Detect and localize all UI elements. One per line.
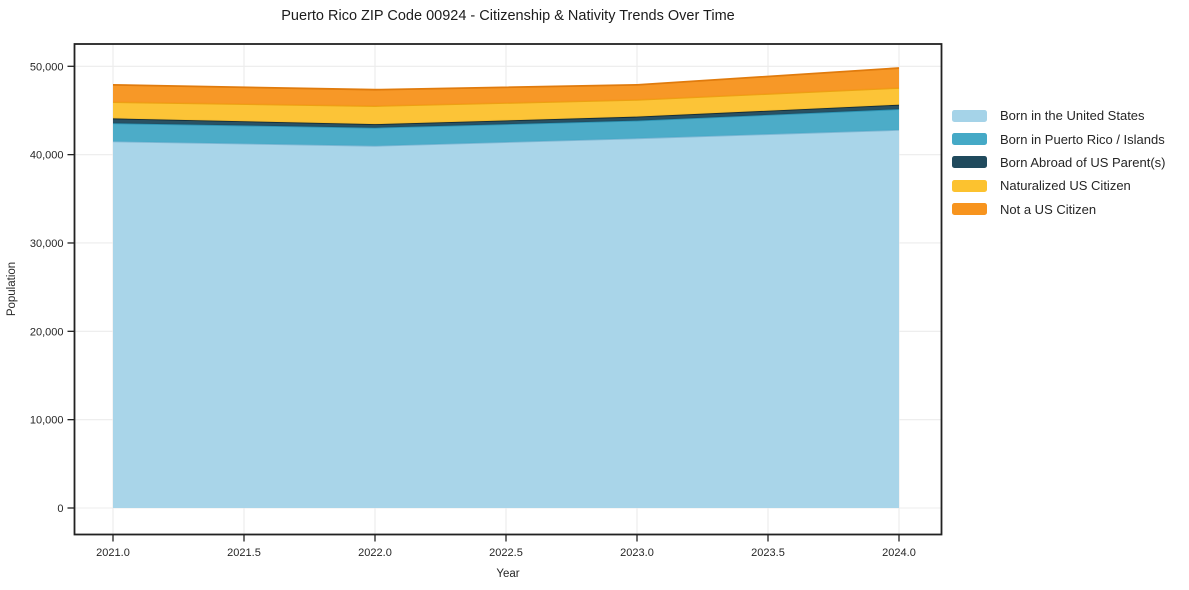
y-tick-label: 30,000 xyxy=(30,238,64,250)
y-tick-label: 10,000 xyxy=(30,415,64,427)
y-tick-label: 50,000 xyxy=(30,61,64,73)
area-born-in-the-united-states xyxy=(113,129,899,509)
x-tick-label: 2023.0 xyxy=(620,547,654,559)
x-tick-label: 2022.0 xyxy=(358,547,392,559)
legend-item-not-a-us-citizen: Not a US Citizen xyxy=(952,198,1165,221)
x-axis-label: Year xyxy=(496,568,519,580)
edge-not-a-us-citizen xyxy=(112,67,900,91)
y-axis-label: Population xyxy=(6,262,18,316)
x-tick-label: 2021.5 xyxy=(227,547,261,559)
x-tick-label: 2021.0 xyxy=(96,547,130,559)
legend-label: Not a US Citizen xyxy=(1000,201,1097,217)
legend-item-born-abroad-of-us-parent-s: Born Abroad of US Parent(s) xyxy=(952,151,1165,174)
area-born-abroad-of-us-parent-s xyxy=(113,104,899,128)
legend-swatch xyxy=(952,203,987,216)
area-not-a-us-citizen xyxy=(113,68,899,107)
y-tick-label: 20,000 xyxy=(30,326,64,338)
x-tick-label: 2023.5 xyxy=(751,547,785,559)
legend-item-born-in-the-united-states: Born in the United States xyxy=(952,104,1165,127)
legend-swatch xyxy=(952,179,987,192)
legend-swatch xyxy=(952,109,987,122)
x-tick-label: 2022.5 xyxy=(489,547,523,559)
legend-label: Naturalized US Citizen xyxy=(1000,178,1131,194)
legend-item-naturalized-us-citizen: Naturalized US Citizen xyxy=(952,174,1165,197)
legend-swatch xyxy=(952,156,987,169)
legend-label: Born in Puerto Rico / Islands xyxy=(1000,131,1165,147)
legend-item-born-in-puerto-rico-islands: Born in Puerto Rico / Islands xyxy=(952,127,1165,150)
legend: Born in the United States Born in Puerto … xyxy=(952,104,1165,221)
legend-swatch xyxy=(952,133,987,146)
plot-border xyxy=(73,43,943,536)
chart-title: Puerto Rico ZIP Code 00924 - Citizenship… xyxy=(281,8,735,24)
y-tick-label: 0 xyxy=(57,503,63,515)
y-tick-label: 40,000 xyxy=(30,150,64,162)
legend-label: Born Abroad of US Parent(s) xyxy=(1000,154,1166,170)
legend-label: Born in the United States xyxy=(1000,108,1145,124)
x-tick-label: 2024.0 xyxy=(882,547,916,559)
